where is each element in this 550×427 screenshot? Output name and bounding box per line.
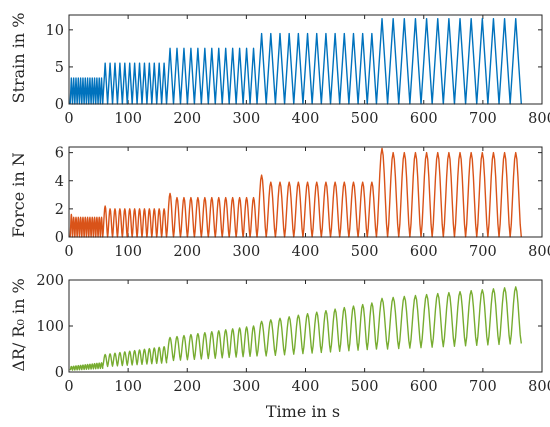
strain-panel: Strain in % 0 100 200 300 400 500 600 700 800 0 5 1… (9, 13, 550, 127)
resistance-x-tick-label: 800 (528, 379, 550, 395)
resistance-x-tick-label: 100 (114, 379, 142, 395)
force-x-tick-label: 0 (64, 244, 73, 260)
resistance-panel: ΔR/ R₀ in % 0 100 200 300 400 500 600 700 800 0 10… (9, 273, 550, 395)
strain-ticks: 0 100 200 300 400 500 600 700 800 0 5 10 (46, 15, 550, 127)
resistance-y-tick-label: 0 (55, 365, 64, 381)
strain-x-tick-label: 500 (351, 111, 379, 127)
force-series-line (69, 147, 523, 238)
resistance-x-tick-label: 600 (410, 379, 438, 395)
strain-x-tick-label: 800 (528, 111, 550, 127)
force-panel: Force in N 0 100 200 300 400 500 600 700 800 0 2 4 6 (9, 146, 550, 260)
force-y-tick-label: 0 (55, 230, 64, 246)
force-x-tick-label: 200 (173, 244, 201, 260)
strain-y-tick-label: 10 (46, 23, 64, 39)
strain-axes-frame (68, 14, 543, 105)
force-ticks: 0 100 200 300 400 500 600 700 800 0 2 4 6 (55, 146, 550, 260)
resistance-x-tick-label: 300 (233, 379, 261, 395)
resistance-x-tick-label: 200 (173, 379, 201, 395)
resistance-ylabel: ΔR/ R₀ in % (9, 278, 28, 371)
force-x-tick-label: 300 (233, 244, 261, 260)
resistance-y-tick-label: 200 (36, 273, 64, 289)
strain-series-line (69, 18, 523, 105)
strain-x-tick-label: 600 (410, 111, 438, 127)
resistance-axes-frame (68, 279, 543, 373)
strain-x-tick-label: 300 (233, 111, 261, 127)
time-xlabel: Time in s (266, 402, 340, 421)
resistance-y-tick-label: 100 (36, 319, 64, 335)
force-x-tick-label: 400 (292, 244, 320, 260)
force-axes-frame (68, 146, 543, 238)
resistance-series-line (69, 286, 523, 371)
strain-x-tick-label: 100 (114, 111, 142, 127)
force-y-tick-label: 4 (55, 174, 64, 190)
force-x-tick-label: 100 (114, 244, 142, 260)
strain-x-tick-label: 700 (469, 111, 497, 127)
force-y-tick-label: 2 (55, 202, 64, 218)
force-x-tick-label: 600 (410, 244, 438, 260)
strain-x-tick-label: 0 (64, 111, 73, 127)
resistance-x-tick-label: 700 (469, 379, 497, 395)
strain-x-tick-label: 400 (292, 111, 320, 127)
force-x-tick-label: 700 (469, 244, 497, 260)
force-y-tick-label: 6 (55, 146, 64, 162)
force-ylabel: Force in N (9, 152, 28, 238)
resistance-x-tick-label: 400 (292, 379, 320, 395)
force-x-tick-label: 500 (351, 244, 379, 260)
force-x-tick-label: 800 (528, 244, 550, 260)
resistance-x-tick-label: 500 (351, 379, 379, 395)
strain-ylabel: Strain in % (9, 13, 28, 104)
resistance-x-tick-label: 0 (64, 379, 73, 395)
strain-y-tick-label: 0 (55, 97, 64, 113)
strain-x-tick-label: 200 (173, 111, 201, 127)
resistance-ticks: 0 100 200 300 400 500 600 700 800 0 100 200 (36, 273, 550, 395)
strain-y-tick-label: 5 (55, 60, 64, 76)
